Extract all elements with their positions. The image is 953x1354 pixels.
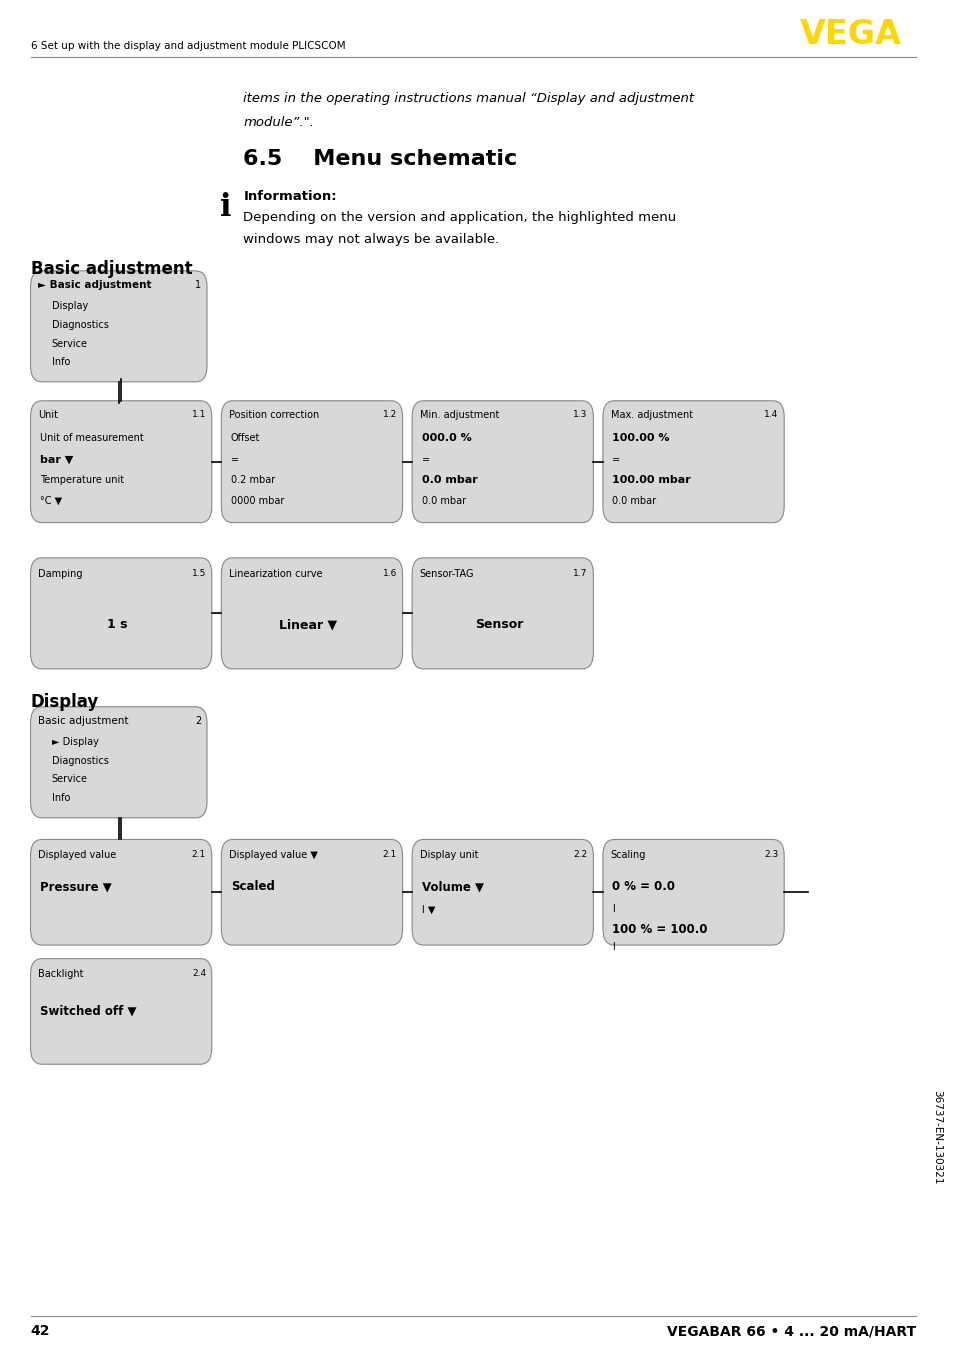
FancyBboxPatch shape: [602, 839, 783, 945]
Text: Position correction: Position correction: [229, 410, 319, 420]
Text: Damping: Damping: [38, 569, 83, 578]
Text: Display unit: Display unit: [419, 850, 477, 860]
Text: Linearization curve: Linearization curve: [229, 569, 322, 578]
Text: Info: Info: [51, 793, 70, 803]
Text: 000.0 %: 000.0 %: [421, 433, 471, 443]
Text: ► Basic adjustment: ► Basic adjustment: [38, 280, 152, 290]
Text: 1.6: 1.6: [382, 569, 396, 578]
Text: 2: 2: [194, 716, 201, 726]
Text: l: l: [612, 942, 615, 952]
Text: Volume ▼: Volume ▼: [421, 880, 483, 894]
Text: 0.0 mbar: 0.0 mbar: [421, 475, 476, 485]
Text: Unit of measurement: Unit of measurement: [40, 433, 144, 443]
Text: 0.0 mbar: 0.0 mbar: [612, 496, 656, 505]
FancyBboxPatch shape: [412, 401, 593, 523]
Text: VEGABAR 66 • 4 ... 20 mA/HART: VEGABAR 66 • 4 ... 20 mA/HART: [666, 1324, 915, 1338]
Text: °C ▼: °C ▼: [40, 496, 62, 505]
Text: Scaled: Scaled: [231, 880, 274, 894]
FancyBboxPatch shape: [30, 707, 207, 818]
Text: 100 % = 100.0: 100 % = 100.0: [612, 923, 707, 937]
Text: 36737-EN-130321: 36737-EN-130321: [931, 1090, 941, 1185]
Text: l ▼: l ▼: [421, 904, 435, 914]
Text: Unit: Unit: [38, 410, 58, 420]
Text: VEGA: VEGA: [799, 19, 901, 51]
Text: Linear ▼: Linear ▼: [279, 617, 337, 631]
Text: Max. adjustment: Max. adjustment: [610, 410, 692, 420]
Text: windows may not always be available.: windows may not always be available.: [243, 233, 499, 246]
Text: Scaling: Scaling: [610, 850, 645, 860]
Text: Service: Service: [51, 338, 88, 348]
FancyBboxPatch shape: [30, 959, 212, 1064]
Text: 1.3: 1.3: [573, 410, 587, 420]
Text: 0000 mbar: 0000 mbar: [231, 496, 284, 505]
Text: Displayed value: Displayed value: [38, 850, 116, 860]
Text: Pressure ▼: Pressure ▼: [40, 880, 112, 894]
Text: Displayed value ▼: Displayed value ▼: [229, 850, 317, 860]
Text: 2.3: 2.3: [763, 850, 778, 860]
Text: 0.2 mbar: 0.2 mbar: [231, 475, 274, 485]
Text: Information:: Information:: [243, 190, 336, 203]
Text: Basic adjustment: Basic adjustment: [38, 716, 129, 726]
Text: Depending on the version and application, the highlighted menu: Depending on the version and application…: [243, 211, 676, 225]
Text: Info: Info: [51, 357, 70, 367]
Text: i: i: [220, 192, 232, 223]
Text: 2.1: 2.1: [382, 850, 396, 860]
Text: 1: 1: [195, 280, 201, 290]
FancyBboxPatch shape: [221, 401, 402, 523]
Text: Display: Display: [30, 693, 99, 711]
Text: Backlight: Backlight: [38, 969, 84, 979]
FancyBboxPatch shape: [412, 558, 593, 669]
Text: module”.".: module”.".: [243, 116, 314, 130]
Text: Basic adjustment: Basic adjustment: [30, 260, 192, 278]
Text: l: l: [612, 904, 615, 914]
Text: Diagnostics: Diagnostics: [51, 756, 109, 765]
Text: Sensor: Sensor: [475, 617, 523, 631]
FancyBboxPatch shape: [30, 401, 212, 523]
Text: Display: Display: [51, 301, 88, 310]
Text: =: =: [421, 455, 430, 464]
Text: 6 Set up with the display and adjustment module PLICSCOM: 6 Set up with the display and adjustment…: [30, 42, 345, 51]
Text: 100.00 mbar: 100.00 mbar: [612, 475, 691, 485]
FancyBboxPatch shape: [30, 558, 212, 669]
Text: bar ▼: bar ▼: [40, 455, 73, 464]
FancyBboxPatch shape: [412, 839, 593, 945]
Text: Sensor-TAG: Sensor-TAG: [419, 569, 474, 578]
Text: 1.2: 1.2: [382, 410, 396, 420]
Text: =: =: [231, 455, 239, 464]
Text: 2.2: 2.2: [573, 850, 587, 860]
Text: =: =: [612, 455, 620, 464]
Text: 0 % = 0.0: 0 % = 0.0: [612, 880, 675, 894]
Text: 100.00 %: 100.00 %: [612, 433, 669, 443]
FancyBboxPatch shape: [30, 271, 207, 382]
FancyBboxPatch shape: [221, 558, 402, 669]
Text: 42: 42: [30, 1324, 50, 1338]
Text: 2.1: 2.1: [192, 850, 206, 860]
Text: Service: Service: [51, 774, 88, 784]
Text: 1.5: 1.5: [192, 569, 206, 578]
Text: 1.4: 1.4: [763, 410, 778, 420]
FancyBboxPatch shape: [30, 839, 212, 945]
Text: Temperature unit: Temperature unit: [40, 475, 124, 485]
Text: 1.1: 1.1: [192, 410, 206, 420]
Text: 1.7: 1.7: [573, 569, 587, 578]
Text: 6.5    Menu schematic: 6.5 Menu schematic: [243, 149, 517, 169]
FancyBboxPatch shape: [602, 401, 783, 523]
Text: Min. adjustment: Min. adjustment: [419, 410, 498, 420]
Text: items in the operating instructions manual “Display and adjustment: items in the operating instructions manu…: [243, 92, 694, 106]
Text: Offset: Offset: [231, 433, 260, 443]
FancyBboxPatch shape: [221, 839, 402, 945]
Text: Switched off ▼: Switched off ▼: [40, 1005, 136, 1018]
Text: 1 s: 1 s: [107, 617, 128, 631]
Text: 2.4: 2.4: [192, 969, 206, 979]
Text: ► Display: ► Display: [51, 737, 98, 746]
Text: 0.0 mbar: 0.0 mbar: [421, 496, 465, 505]
Text: Diagnostics: Diagnostics: [51, 320, 109, 329]
